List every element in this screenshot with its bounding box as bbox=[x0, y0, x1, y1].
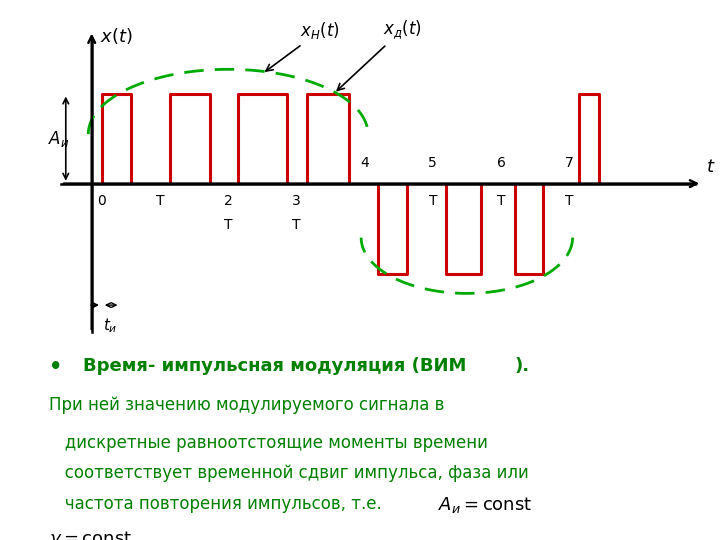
Text: 3: 3 bbox=[292, 194, 301, 208]
Text: T: T bbox=[292, 218, 300, 232]
Text: 6: 6 bbox=[497, 156, 505, 170]
Text: T: T bbox=[565, 194, 573, 208]
Text: дискретные равноотстоящие моменты времени: дискретные равноотстоящие моменты времен… bbox=[50, 434, 488, 452]
Text: 5: 5 bbox=[428, 156, 437, 170]
Text: T: T bbox=[156, 194, 164, 208]
Text: $\gamma = \mathrm{const}$: $\gamma = \mathrm{const}$ bbox=[50, 529, 132, 540]
Text: $x_{H}(t)$: $x_{H}(t)$ bbox=[266, 21, 340, 71]
Text: частота повторения импульсов, т.е.: частота повторения импульсов, т.е. bbox=[50, 495, 382, 512]
Text: 7: 7 bbox=[564, 156, 574, 170]
Text: ).: ). bbox=[515, 357, 530, 375]
Text: соответствует временной сдвиг импульса, фаза или: соответствует временной сдвиг импульса, … bbox=[50, 464, 529, 482]
Text: $t$: $t$ bbox=[706, 158, 715, 177]
Text: 0: 0 bbox=[98, 194, 107, 208]
Text: T: T bbox=[224, 218, 233, 232]
Text: Время- импульсная модуляция (ВИМ: Время- импульсная модуляция (ВИМ bbox=[83, 357, 467, 375]
Text: 2: 2 bbox=[224, 194, 233, 208]
Text: $A_{и}$: $A_{и}$ bbox=[48, 129, 70, 148]
Text: T: T bbox=[497, 194, 505, 208]
Text: $x(t)$: $x(t)$ bbox=[100, 26, 132, 46]
Text: T: T bbox=[428, 194, 437, 208]
Text: При ней значению модулируемого сигнала в: При ней значению модулируемого сигнала в bbox=[50, 396, 445, 414]
Text: •: • bbox=[50, 357, 63, 377]
Text: $A_{и} = \mathrm{const}$: $A_{и} = \mathrm{const}$ bbox=[438, 495, 532, 515]
Text: $x_{д}(t)$: $x_{д}(t)$ bbox=[337, 19, 421, 90]
Text: 4: 4 bbox=[360, 156, 369, 170]
Text: $t_{и}$: $t_{и}$ bbox=[103, 316, 117, 335]
